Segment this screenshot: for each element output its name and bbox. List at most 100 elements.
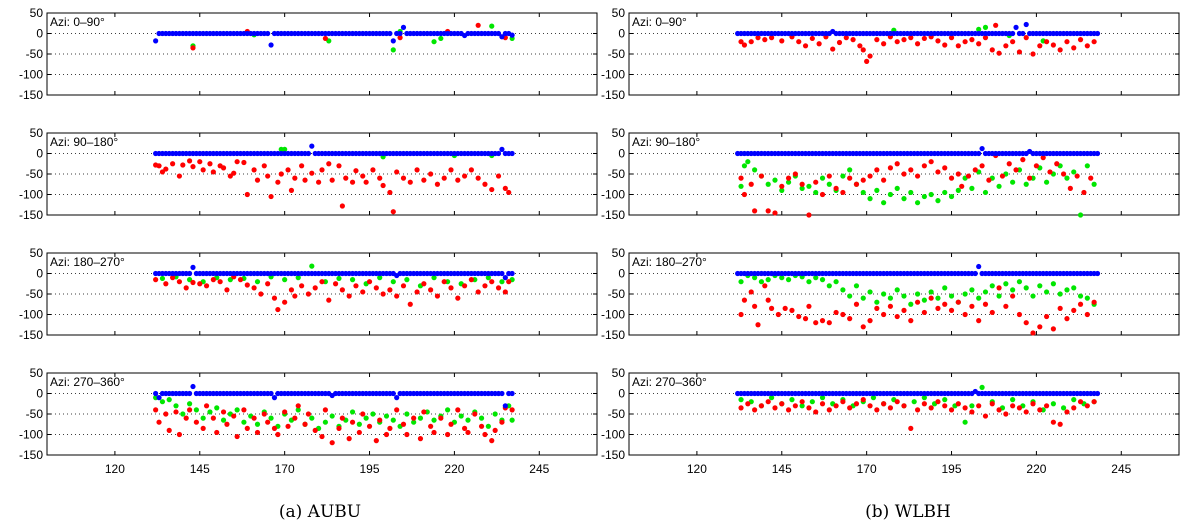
point-red <box>1030 401 1036 407</box>
point-red <box>210 169 216 175</box>
point-green <box>220 417 227 423</box>
point-red <box>881 41 887 47</box>
point-red <box>234 433 240 440</box>
point-red <box>867 403 873 409</box>
azimuth-label: Azi: 90–180° <box>632 135 700 149</box>
point-red <box>921 401 927 407</box>
point-green <box>214 405 220 411</box>
point-red <box>421 177 427 183</box>
point-red <box>1050 326 1056 332</box>
point-green <box>806 279 812 285</box>
point-red <box>193 419 199 425</box>
point-green <box>1071 169 1077 175</box>
point-red <box>360 289 366 295</box>
point-red <box>251 285 257 291</box>
point-green <box>908 301 914 307</box>
point-red <box>976 318 982 324</box>
point-red <box>806 405 812 411</box>
point-red <box>887 405 894 411</box>
point-red <box>353 168 359 174</box>
point-green <box>1037 283 1043 289</box>
point-red <box>214 429 220 436</box>
x-tick-label: 220 <box>444 462 464 476</box>
point-red <box>278 171 284 177</box>
panel-aubu-1: 50 0 -50 -100 -150 Azi: 90–180° <box>19 126 598 222</box>
y-tick-label: -100 <box>601 68 625 82</box>
point-blue <box>1010 30 1016 37</box>
point-red <box>819 401 826 407</box>
point-green <box>1010 179 1016 185</box>
point-red <box>989 401 995 407</box>
point-red <box>836 39 843 46</box>
point-red <box>969 303 975 309</box>
point-red <box>779 183 785 189</box>
point-red <box>261 411 267 417</box>
point-green <box>1077 212 1084 218</box>
point-green <box>979 384 985 390</box>
point-red <box>942 165 948 171</box>
point-red <box>353 283 359 289</box>
point-green <box>356 421 362 427</box>
y-tick-label: -50 <box>26 287 44 301</box>
point-green <box>745 159 751 165</box>
point-green <box>765 181 771 187</box>
point-red <box>207 161 213 167</box>
point-red <box>955 299 961 305</box>
point-green <box>377 275 383 281</box>
point-red <box>210 415 216 421</box>
point-blue <box>397 30 403 37</box>
point-red <box>755 322 761 328</box>
point-red <box>986 177 992 183</box>
point-green <box>955 187 961 193</box>
point-red <box>1050 42 1056 48</box>
point-blue <box>495 30 502 37</box>
point-red <box>816 41 822 47</box>
point-red <box>282 409 288 415</box>
point-green <box>860 295 866 301</box>
point-green <box>901 196 907 202</box>
point-red <box>901 171 907 177</box>
point-blue <box>1023 21 1029 28</box>
point-red <box>745 401 751 407</box>
point-red <box>1023 409 1029 415</box>
point-red <box>996 285 1002 291</box>
point-red <box>299 163 305 169</box>
point-red <box>428 171 434 177</box>
point-green <box>166 397 172 403</box>
point-red <box>251 415 257 421</box>
point-red <box>404 431 410 438</box>
point-red <box>1010 293 1016 299</box>
point-red <box>768 35 775 41</box>
point-red <box>1088 175 1094 181</box>
point-red <box>506 279 512 285</box>
point-red <box>305 411 312 417</box>
point-red <box>741 191 748 198</box>
y-tick-label: -150 <box>19 448 43 462</box>
point-blue <box>499 34 505 40</box>
point-red <box>1037 407 1043 413</box>
point-red <box>387 287 393 293</box>
point-red <box>1071 45 1077 51</box>
point-blue <box>1013 24 1019 30</box>
point-blue <box>509 270 515 277</box>
panel-aubu-0: 50 0 -50 -100 -150 Azi: 0–90° <box>19 6 598 102</box>
y-tick-label: 0 <box>618 147 625 161</box>
point-red <box>738 39 744 45</box>
y-tick-label: -150 <box>601 448 625 462</box>
y-tick-label: -100 <box>19 308 43 322</box>
point-green <box>867 196 873 202</box>
point-red <box>772 405 778 411</box>
point-red <box>962 405 968 411</box>
panel-frame <box>628 372 1180 456</box>
point-red <box>1016 311 1023 318</box>
panel-frame <box>628 12 1180 96</box>
point-red <box>962 311 968 318</box>
point-green <box>976 295 982 301</box>
point-red <box>860 324 866 330</box>
point-green <box>485 423 491 429</box>
point-green <box>1064 287 1070 293</box>
point-green <box>227 277 233 283</box>
point-red <box>853 401 860 407</box>
y-tick-label: -150 <box>19 328 43 342</box>
point-green <box>1084 295 1090 301</box>
